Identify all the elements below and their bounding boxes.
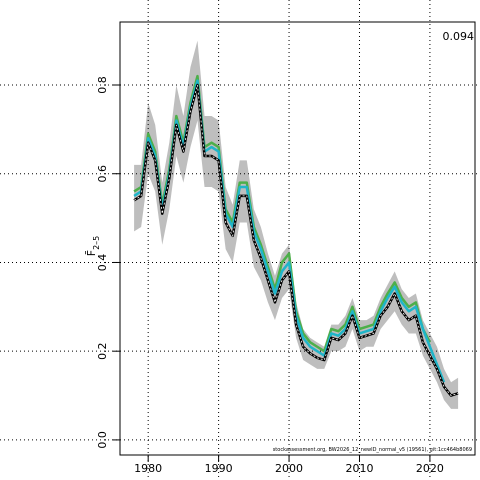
y-axis-label: F̄2–5 [85,236,101,257]
x-tick-label: 1980 [134,462,162,475]
y-label-main: F̄ [85,250,98,256]
y-tick-label: 0.4 [96,254,109,272]
confidence-band [134,40,459,409]
y-tick-label: 0.6 [96,165,109,183]
series-line-dash [133,84,459,397]
y-tick-label: 0.2 [96,342,109,360]
annotation: 0.094 [443,30,475,43]
y-label-sub: 2–5 [92,236,101,250]
plot-frame [119,21,476,456]
x-tick-label: 2000 [275,462,303,475]
x-tick-label: 2010 [345,462,373,475]
y-tick-label: 0.0 [96,431,109,449]
x-tick-label: 2020 [416,462,444,475]
x-tick-label: 1990 [205,462,233,475]
footer: stockassessment.org, BW2026_12_newID_nor… [273,447,472,453]
y-tick-label: 0.8 [96,76,109,94]
